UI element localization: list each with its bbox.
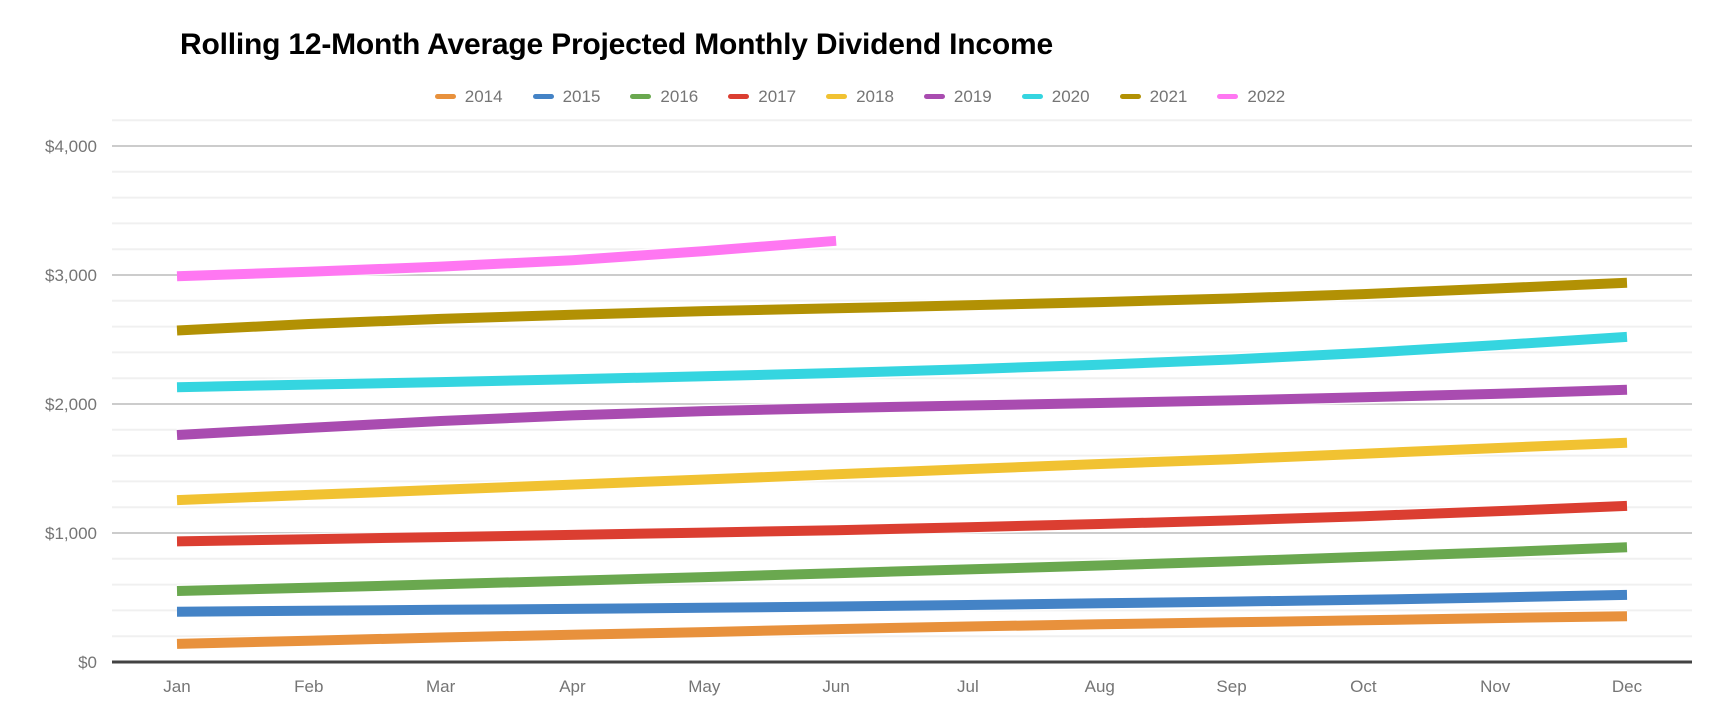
x-axis-month-label: Mar xyxy=(426,677,456,696)
legend-item-2014[interactable]: 2014 xyxy=(434,86,503,106)
legend-label: 2021 xyxy=(1149,86,1188,106)
legend-item-2020[interactable]: 2020 xyxy=(1021,86,1090,106)
x-axis-month-label: Apr xyxy=(559,677,586,696)
legend-swatch-2014 xyxy=(434,93,456,99)
x-axis-month-label: Aug xyxy=(1085,677,1115,696)
series-line-2019[interactable] xyxy=(176,384,1628,440)
legend-swatch-2016 xyxy=(630,93,652,99)
legend-item-2022[interactable]: 2022 xyxy=(1217,88,1285,105)
series-line-2021[interactable] xyxy=(176,277,1628,336)
legend-swatch-2018 xyxy=(826,93,848,99)
x-axis-month-label: Feb xyxy=(294,677,323,696)
legend-item-2021[interactable]: 2021 xyxy=(1119,86,1188,106)
x-axis-month-label: Jan xyxy=(163,677,190,696)
series-line-2015[interactable] xyxy=(176,589,1628,617)
legend-label: 2014 xyxy=(464,86,503,106)
legend-label: 2019 xyxy=(953,86,992,106)
x-axis-month-label: Nov xyxy=(1480,677,1511,696)
chart-legend: 2014 2015 2016 2017 2018 2019 2020 2021 2022 xyxy=(0,84,1720,108)
legend-swatch-2017 xyxy=(728,93,750,99)
legend-swatch-2022 xyxy=(1217,93,1239,99)
x-axis-month-label: May xyxy=(688,677,721,696)
legend-label: 2017 xyxy=(758,86,797,106)
legend-item-2015[interactable]: 2015 xyxy=(532,86,601,106)
x-axis-month-label: Jul xyxy=(957,677,979,696)
series-line-2018[interactable] xyxy=(176,437,1628,506)
x-axis-month-label: Jun xyxy=(822,677,849,696)
legend-swatch-2021 xyxy=(1119,93,1141,99)
y-axis-tick-label: $1,000 xyxy=(45,524,97,543)
legend-item-2019[interactable]: 2019 xyxy=(923,86,992,106)
legend-label: 2016 xyxy=(660,86,699,106)
y-axis-tick-label: $4,000 xyxy=(45,137,97,156)
y-axis-tick-label: $0 xyxy=(78,653,97,672)
legend-item-2017[interactable]: 2017 xyxy=(728,88,796,105)
series-line-2014[interactable] xyxy=(176,611,1628,649)
legend-swatch-2020 xyxy=(1021,93,1043,99)
legend-swatch-2019 xyxy=(923,93,945,99)
legend-swatch-2015 xyxy=(532,93,554,99)
x-axis-month-label: Oct xyxy=(1350,677,1377,696)
legend-label: 2018 xyxy=(856,86,894,106)
legend-item-2018[interactable]: 2018 xyxy=(826,88,894,105)
series-line-2022[interactable] xyxy=(176,235,837,282)
x-axis-month-label: Dec xyxy=(1612,677,1643,696)
x-axis-month-label: Sep xyxy=(1216,677,1246,696)
legend-label: 2022 xyxy=(1247,86,1286,106)
legend-label: 2015 xyxy=(562,86,601,106)
series-line-2020[interactable] xyxy=(176,331,1628,393)
legend-item-2016[interactable]: 2016 xyxy=(630,88,698,105)
legend-label: 2020 xyxy=(1051,86,1090,106)
y-axis-tick-label: $3,000 xyxy=(45,266,97,285)
series-line-2017[interactable] xyxy=(176,500,1628,547)
y-axis-tick-label: $2,000 xyxy=(45,395,97,414)
series-line-2016[interactable] xyxy=(176,542,1628,596)
chart-title: Rolling 12-Month Average Projected Month… xyxy=(180,28,1053,61)
